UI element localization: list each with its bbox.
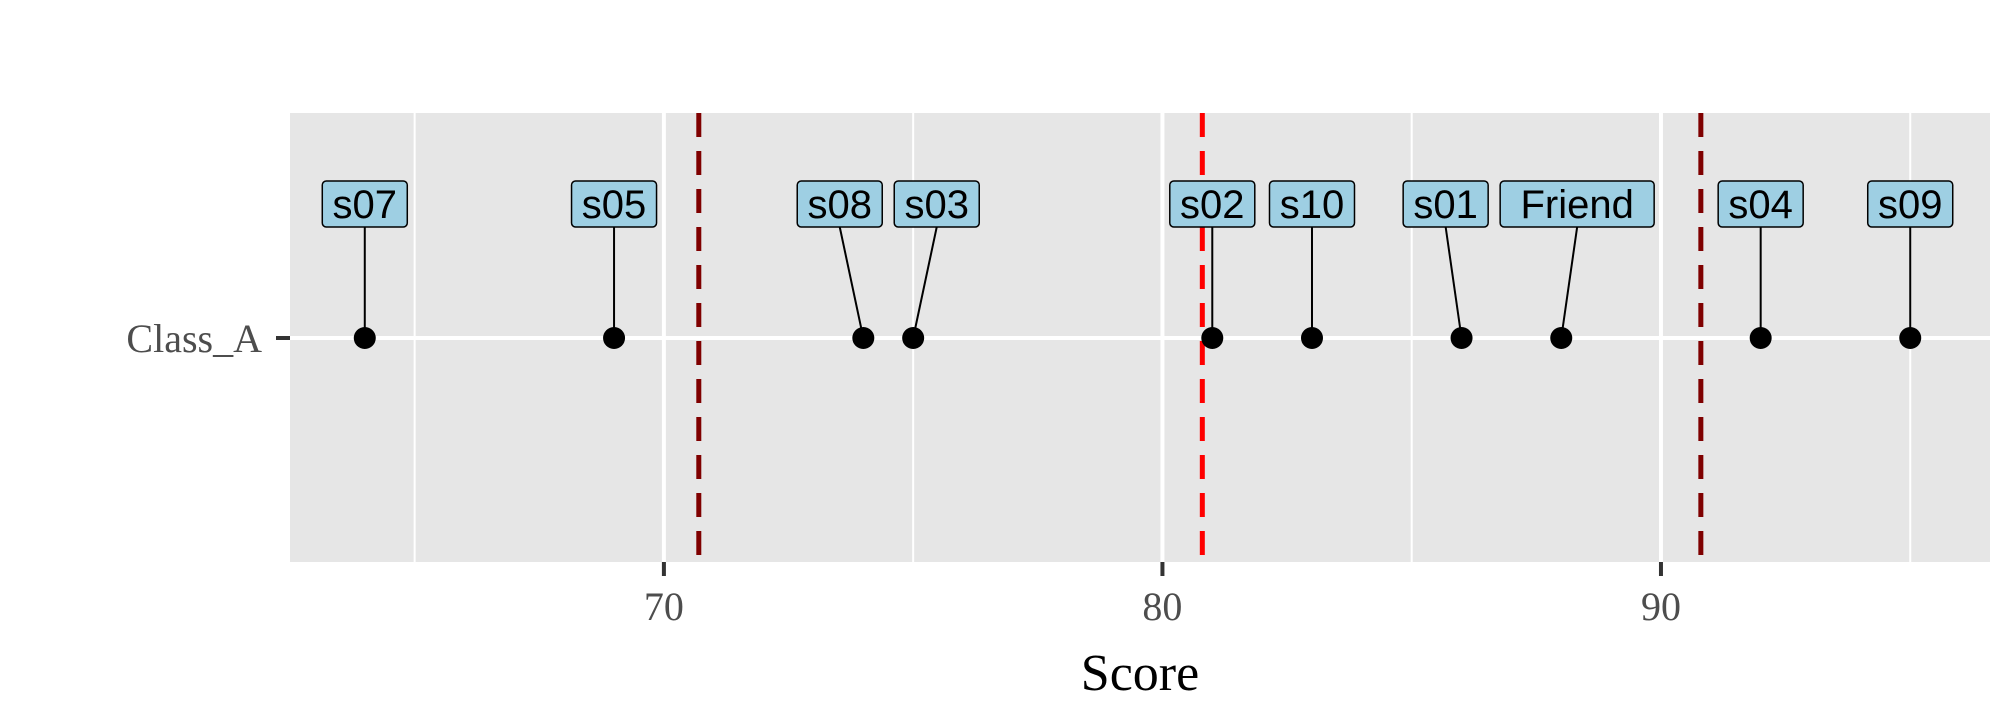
data-points: s07 s05 s08 s03 s02 s10 s01 Friend s04 s09 [321,180,1954,349]
point-label: s10 [1280,183,1345,227]
point-label: s02 [1180,183,1245,227]
point-label-box [1402,180,1489,228]
data-point-s07: s07 [321,180,409,349]
data-point-s05: s05 [570,180,658,349]
data-point-s04: s04 [1717,180,1804,349]
point-label-box [1866,180,1954,228]
point-label-box [570,180,658,228]
point-label-box [1268,180,1356,228]
point-label: s07 [333,183,398,227]
y-tick-label: Class_A [126,316,262,361]
data-point-s03: s03 [893,180,980,349]
x-axis: 70 80 90 [644,562,1681,629]
data-point-Friend: Friend [1499,180,1655,349]
point-label-box [1499,180,1655,228]
leader-line [838,226,865,339]
point-label-box [893,180,980,228]
leader-line [1444,226,1463,339]
leader-line [1560,226,1579,339]
data-point-s02: s02 [1169,180,1256,349]
point-label-box [1169,180,1256,228]
point-label: s04 [1728,183,1793,227]
point-marker [603,327,626,349]
x-tick-label: 70 [644,584,684,629]
point-marker [852,327,875,349]
data-point-s09: s09 [1866,180,1954,349]
point-label: s09 [1878,183,1943,227]
data-point-s10: s10 [1268,180,1356,349]
point-marker [902,327,925,349]
point-marker [1201,327,1224,349]
point-label: s03 [904,183,969,227]
leader-line [912,226,938,339]
point-marker [1550,327,1573,349]
y-axis: Class_A [126,316,290,361]
point-label: s01 [1413,183,1478,227]
point-label-box [321,180,409,228]
point-marker [1300,327,1323,349]
x-tick-label: 80 [1142,584,1182,629]
point-label: Friend [1520,183,1633,227]
point-label-box [1717,180,1804,228]
data-point-s01: s01 [1402,180,1489,349]
x-axis-title: Score [1081,645,1199,702]
data-point-s08: s08 [796,180,883,349]
point-label-box [796,180,883,228]
point-marker [1749,327,1772,349]
point-label: s05 [582,183,647,227]
point-marker [1899,327,1922,349]
point-label: s08 [807,183,872,227]
x-tick-label: 90 [1641,584,1681,629]
point-marker [353,327,376,349]
point-marker [1450,327,1473,349]
